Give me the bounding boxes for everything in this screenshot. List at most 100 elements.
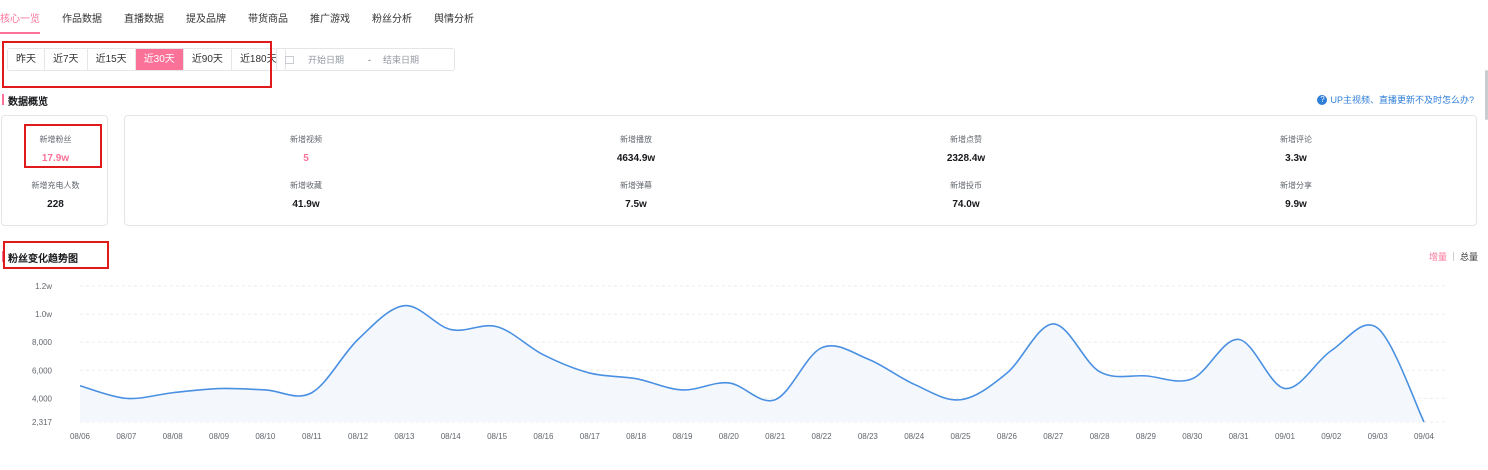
tab-2[interactable]: 直播数据 bbox=[124, 14, 164, 25]
metric-value: 9.9w bbox=[1285, 199, 1307, 210]
data-point bbox=[357, 338, 360, 341]
y-tick-label: 1.0w bbox=[35, 310, 52, 319]
range-option-4[interactable]: 近90天 bbox=[183, 49, 232, 70]
date-separator: - bbox=[368, 54, 371, 65]
x-tick-label: 08/18 bbox=[626, 432, 647, 441]
end-date-input[interactable]: 结束日期 bbox=[383, 55, 420, 65]
metric-item: 新增投币 74.0w bbox=[906, 180, 1026, 210]
y-tick-label: 6,000 bbox=[32, 366, 53, 375]
x-tick-label: 08/17 bbox=[580, 432, 601, 441]
data-point bbox=[820, 346, 823, 349]
x-tick-label: 08/08 bbox=[163, 432, 184, 441]
x-tick-label: 08/10 bbox=[255, 432, 276, 441]
data-point bbox=[635, 377, 638, 380]
metric-new-fans: 新增粉丝 17.9w bbox=[2, 134, 109, 164]
question-icon: ? bbox=[1317, 94, 1328, 105]
x-tick-label: 08/30 bbox=[1182, 432, 1203, 441]
metric-value: 5 bbox=[303, 153, 309, 164]
mode-divider bbox=[1452, 252, 1454, 261]
data-point bbox=[310, 391, 313, 394]
data-point bbox=[1330, 349, 1333, 352]
x-tick-label: 09/04 bbox=[1414, 432, 1435, 441]
metric-item: 新增收藏 41.9w bbox=[246, 180, 366, 210]
x-tick-label: 08/26 bbox=[997, 432, 1018, 441]
mode-total[interactable]: 总量 bbox=[1459, 252, 1478, 262]
x-tick-label: 09/02 bbox=[1321, 432, 1342, 441]
metric-label: 新增点赞 bbox=[950, 135, 982, 144]
data-point bbox=[79, 384, 82, 387]
range-option-2[interactable]: 近15天 bbox=[87, 49, 136, 70]
metric-new-chargers: 新增充电人数 228 bbox=[2, 180, 109, 210]
metric-label: 新增投币 bbox=[950, 181, 982, 190]
data-point bbox=[727, 381, 730, 384]
x-tick-label: 08/09 bbox=[209, 432, 230, 441]
series-line bbox=[79, 304, 1425, 423]
x-tick-label: 08/24 bbox=[904, 432, 925, 441]
tab-3[interactable]: 提及品牌 bbox=[186, 14, 226, 25]
data-point bbox=[866, 358, 869, 361]
series-area bbox=[80, 305, 1424, 422]
x-tick-label: 08/31 bbox=[1229, 432, 1250, 441]
tab-7[interactable]: 舆情分析 bbox=[434, 14, 474, 25]
top-tabs: 核心一览 作品数据 直播数据 提及品牌 带货商品 推广游戏 粉丝分析 舆情分析 bbox=[0, 0, 496, 40]
x-tick-label: 08/14 bbox=[441, 432, 462, 441]
metrics-card: 新增视频 5 新增播放 4634.9w 新增点赞 2328.4w 新增评论 3.3w 新增收藏 4… bbox=[124, 115, 1477, 226]
metric-value: 4634.9w bbox=[616, 153, 656, 164]
x-tick-label: 08/11 bbox=[302, 432, 322, 441]
range-option-3[interactable]: 近30天 bbox=[135, 49, 184, 70]
metric-label: 新增收藏 bbox=[290, 181, 322, 190]
x-tick-label: 08/06 bbox=[70, 432, 91, 441]
x-tick-label: 08/22 bbox=[812, 432, 833, 441]
data-point bbox=[1423, 421, 1426, 424]
range-option-0[interactable]: 昨天 bbox=[8, 49, 45, 70]
x-tick-label: 09/03 bbox=[1368, 432, 1389, 441]
data-point bbox=[496, 325, 499, 328]
range-option-1[interactable]: 近7天 bbox=[45, 49, 88, 70]
data-point bbox=[1376, 327, 1379, 330]
tab-6[interactable]: 粉丝分析 bbox=[372, 14, 412, 25]
x-tick-label: 08/20 bbox=[719, 432, 740, 441]
data-point bbox=[264, 388, 267, 391]
fans-card: 新增粉丝 17.9w 新增充电人数 228 bbox=[1, 115, 108, 226]
tab-0[interactable]: 核心一览 bbox=[0, 0, 40, 40]
data-point bbox=[959, 398, 962, 401]
metric-value: 3.3w bbox=[1285, 153, 1307, 164]
metric-value: 7.5w bbox=[625, 199, 647, 210]
metric-value: 74.0w bbox=[952, 199, 980, 210]
tab-1[interactable]: 作品数据 bbox=[62, 14, 102, 25]
x-tick-label: 08/15 bbox=[487, 432, 508, 441]
x-tick-label: 08/27 bbox=[1043, 432, 1064, 441]
x-tick-label: 08/16 bbox=[533, 432, 554, 441]
data-point bbox=[1005, 372, 1008, 375]
calendar-icon bbox=[285, 55, 294, 64]
metric-value: 17.9w bbox=[41, 153, 70, 164]
x-tick-label: 08/07 bbox=[116, 432, 137, 441]
metric-label: 新增视频 bbox=[290, 135, 322, 144]
data-point bbox=[1052, 322, 1055, 325]
data-point bbox=[171, 391, 174, 394]
update-help-link[interactable]: ? UP主视频、直播更新不及时怎么办? bbox=[1317, 93, 1474, 106]
metric-label: 新增评论 bbox=[1280, 135, 1312, 144]
metric-item: 新增播放 4634.9w bbox=[576, 134, 696, 164]
x-tick-label: 08/13 bbox=[394, 432, 415, 441]
x-tick-label: 08/21 bbox=[765, 432, 786, 441]
data-point bbox=[588, 372, 591, 375]
x-tick-label: 08/23 bbox=[858, 432, 879, 441]
metric-label: 新增充电人数 bbox=[31, 181, 80, 190]
date-range-picker[interactable]: 开始日期 - 结束日期 bbox=[276, 48, 455, 71]
start-date-input[interactable]: 开始日期 bbox=[308, 55, 345, 65]
metric-label: 新增播放 bbox=[620, 135, 652, 144]
metric-item: 新增点赞 2328.4w bbox=[906, 134, 1026, 164]
data-point bbox=[403, 304, 406, 307]
mode-increment[interactable]: 增量 bbox=[1428, 252, 1447, 262]
tab-4[interactable]: 带货商品 bbox=[248, 14, 288, 25]
data-point bbox=[1237, 338, 1240, 341]
metric-value: 41.9w bbox=[292, 199, 320, 210]
y-tick-label: 2,317 bbox=[32, 418, 53, 427]
x-tick-label: 08/28 bbox=[1090, 432, 1111, 441]
x-tick-label: 08/25 bbox=[951, 432, 972, 441]
update-help-text[interactable]: UP主视频、直播更新不及时怎么办? bbox=[1330, 95, 1474, 105]
trend-mode-switch: 增量 总量 bbox=[1429, 250, 1478, 263]
tab-5[interactable]: 推广游戏 bbox=[310, 14, 350, 25]
page-scrollbar[interactable] bbox=[1485, 70, 1488, 120]
